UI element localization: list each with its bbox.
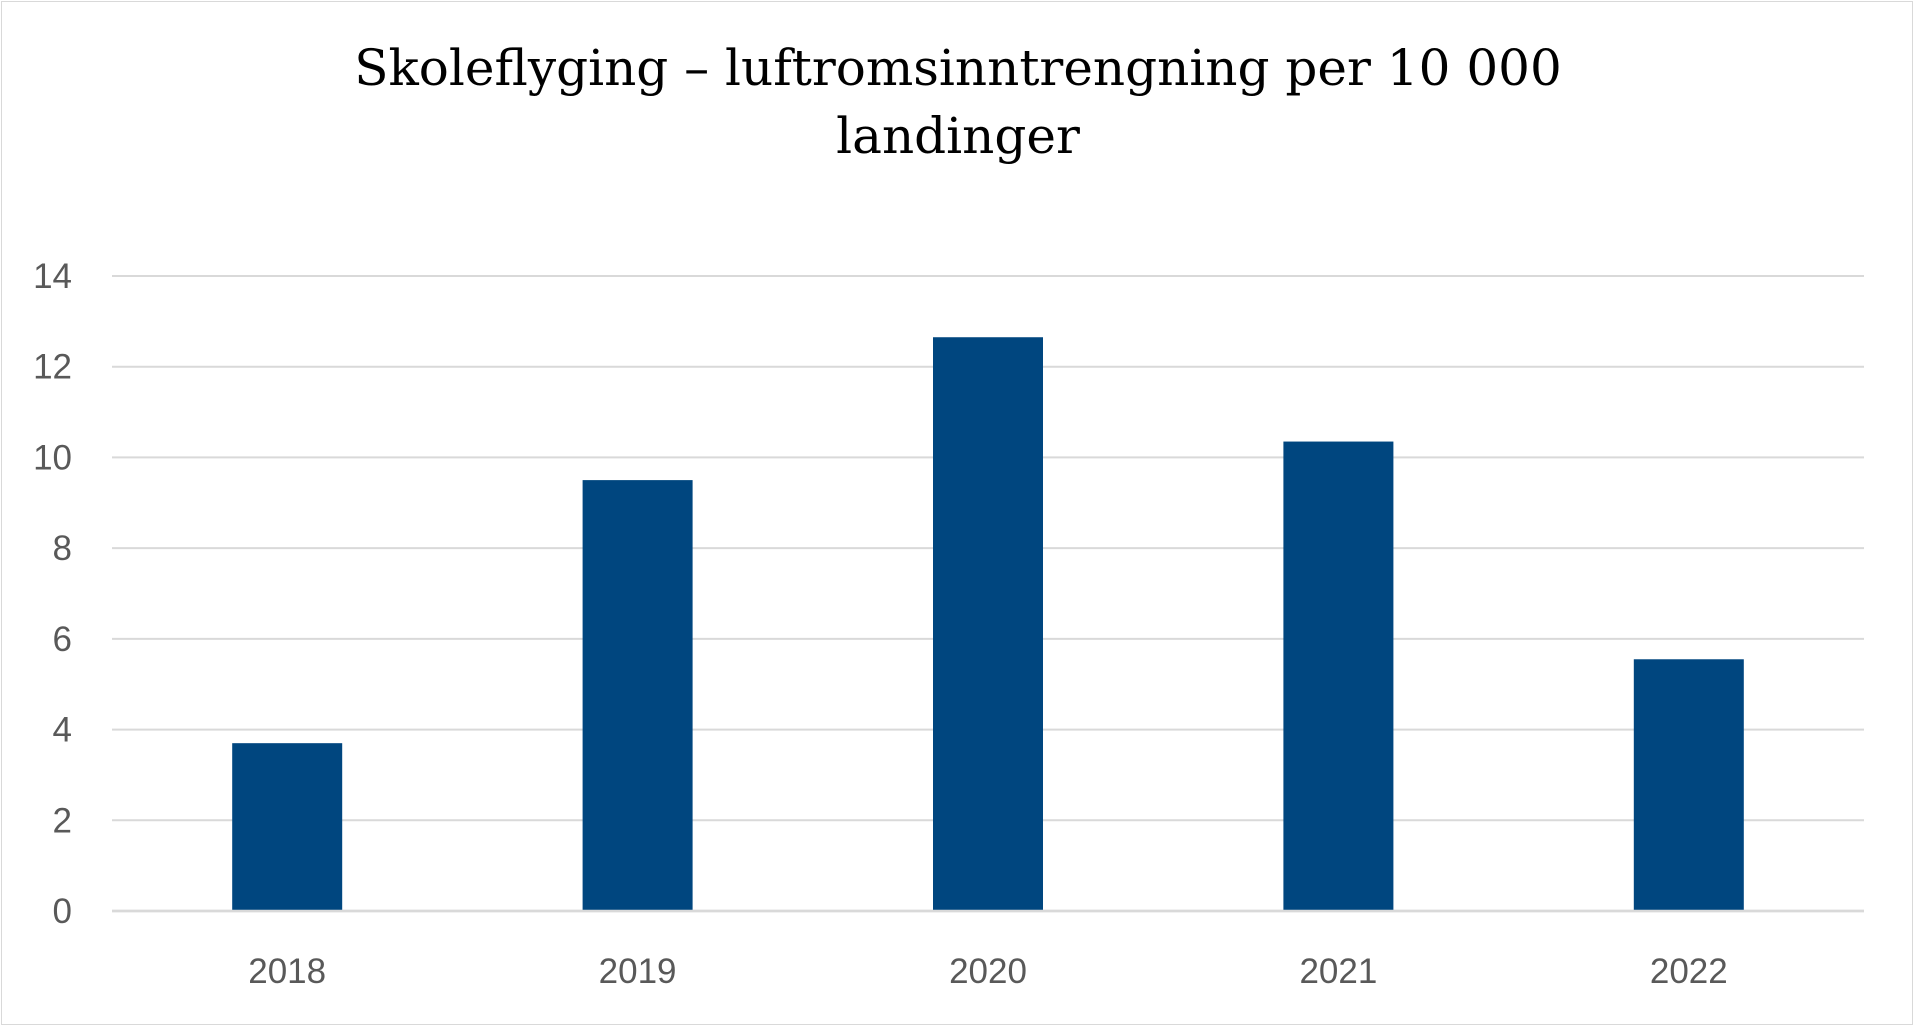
y-tick-label: 10 <box>33 438 72 477</box>
y-tick-label: 6 <box>53 620 72 659</box>
x-tick-label: 2018 <box>248 952 326 991</box>
chart-title-line-2: landinger <box>836 107 1080 165</box>
bar-2018 <box>232 743 343 911</box>
bar-2021 <box>1283 441 1394 911</box>
x-tick-label: 2020 <box>949 952 1027 991</box>
x-tick-label: 2021 <box>1299 952 1377 991</box>
bar-2019 <box>582 480 693 911</box>
bar-2022 <box>1633 659 1744 911</box>
x-tick-label: 2019 <box>599 952 677 991</box>
chart-title: Skoleflyging – luftromsinntrengning per … <box>0 34 1916 170</box>
y-tick-label: 0 <box>53 892 72 931</box>
x-tick-label: 2022 <box>1650 952 1728 991</box>
y-tick-label: 4 <box>53 711 72 750</box>
y-tick-label: 14 <box>33 257 72 296</box>
y-tick-label: 2 <box>53 801 72 840</box>
chart-title-line-1: Skoleflyging – luftromsinntrengning per … <box>354 39 1562 97</box>
bar-2020 <box>933 337 1043 911</box>
y-tick-label: 12 <box>33 348 72 387</box>
y-tick-label: 8 <box>53 529 72 568</box>
